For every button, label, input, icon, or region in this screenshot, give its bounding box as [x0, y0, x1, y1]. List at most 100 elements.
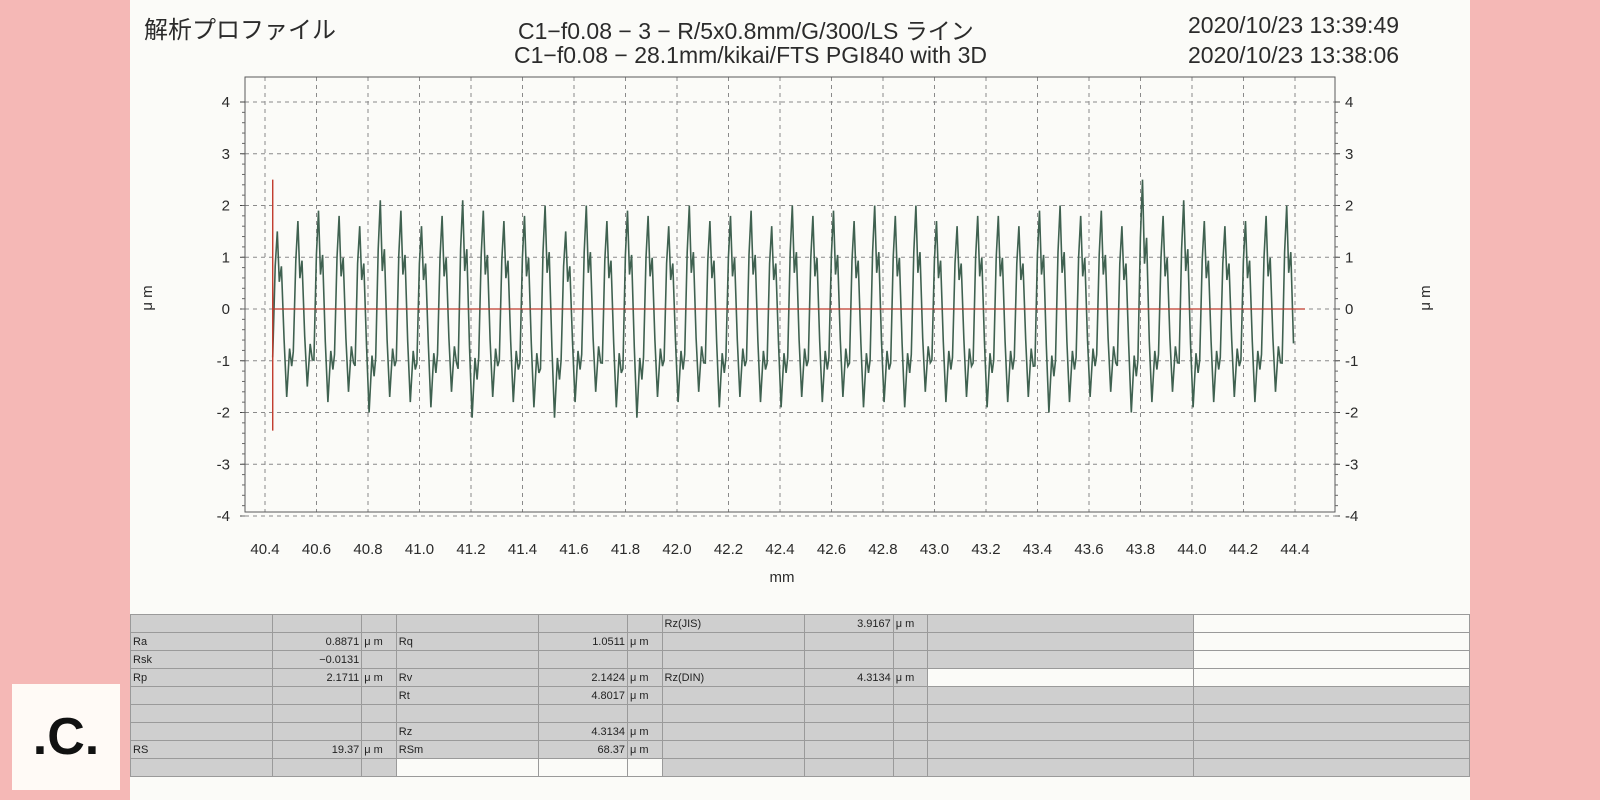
stats-cell: μ m [892, 614, 929, 633]
x-tick-label: 42.6 [817, 541, 846, 558]
x-tick-label: 43.8 [1126, 541, 1155, 558]
y-tick-label-left: 0 [222, 301, 230, 318]
stats-cell [803, 722, 894, 741]
stats-cell [927, 650, 1195, 669]
stats-cell [803, 758, 894, 777]
x-tick-label: 44.4 [1280, 541, 1309, 558]
stats-cell [395, 614, 539, 633]
y-tick-label-left: -1 [217, 353, 230, 370]
stats-cell [627, 650, 663, 669]
stats-cell: μ m [892, 668, 929, 687]
y-axis-label: μ m [139, 285, 156, 310]
stats-cell [927, 614, 1195, 633]
x-tick-label: 42.2 [714, 541, 743, 558]
stats-cell: 2.1424 [537, 668, 629, 687]
y-tick-label-left: -2 [217, 405, 230, 422]
stats-cell: RS [130, 740, 273, 759]
stats-cell [661, 686, 805, 705]
stats-cell [361, 650, 397, 669]
x-tick-label: 40.4 [250, 541, 279, 558]
stats-cell [927, 758, 1195, 777]
report-title: 解析プロファイル [144, 17, 336, 44]
stats-cell [361, 614, 397, 633]
x-tick-label: 41.2 [456, 541, 485, 558]
condition-line-1: C1−f0.08 − 3 − R/5x0.8mm/G/300/LS ライン [518, 18, 974, 44]
x-tick-label: 43.6 [1074, 541, 1103, 558]
y-tick-label-right: 3 [1345, 146, 1353, 163]
y-tick-label-left: -4 [217, 508, 230, 525]
stats-cell: μ m [361, 632, 397, 651]
stats-cell: μ m [627, 740, 663, 759]
stats-cell [271, 722, 363, 741]
stats-cell: Rt [395, 686, 539, 705]
stats-cell [661, 632, 805, 651]
stats-cell [892, 740, 929, 759]
stats-row: Rsk −0.0131 [130, 650, 1470, 669]
x-tick-label: 41.6 [559, 541, 588, 558]
stats-cell [130, 722, 273, 741]
y-tick-label-left: 2 [222, 198, 230, 215]
x-tick-label: 41.0 [405, 541, 434, 558]
stats-cell [1193, 632, 1470, 651]
stats-cell [130, 614, 273, 633]
stats-cell [661, 740, 805, 759]
stats-cell [661, 758, 805, 777]
stats-cell [1193, 668, 1470, 687]
stats-cell [1193, 614, 1470, 633]
y-tick-label-left: -3 [217, 456, 230, 473]
profile-chart: 40.4 40.6 40.8 41.0 41.2 41.4 41.6 41.8 42.0 42.2… [139, 76, 1434, 586]
stats-cell [892, 704, 929, 723]
stats-cell [395, 650, 539, 669]
stats-cell [892, 650, 929, 669]
stats-cell [627, 704, 663, 723]
x-tick-label: 43.2 [971, 541, 1000, 558]
timestamp-2: 2020/10/23 13:38:06 [1188, 42, 1400, 68]
stats-row: RS 19.37 μ m RSm 68.37 μ m [130, 740, 1470, 759]
stats-cell [130, 704, 273, 723]
stats-cell [361, 758, 397, 777]
x-tick-label: 40.6 [302, 541, 331, 558]
stats-cell: RSm [395, 740, 539, 759]
profile-trace [271, 179, 1295, 418]
stats-cell: Rp [130, 668, 273, 687]
stats-cell [395, 758, 539, 777]
corner-badge: .C. [12, 684, 120, 790]
stats-cell [892, 686, 929, 705]
stats-cell [271, 758, 363, 777]
condition-line-2: C1−f0.08 − 28.1mm/kikai/FTS PGI840 with … [514, 42, 987, 68]
stats-cell [271, 704, 363, 723]
stats-cell [927, 722, 1195, 741]
stats-cell [803, 650, 894, 669]
y-tick-label-right: 0 [1345, 301, 1353, 318]
x-tick-label: 42.0 [662, 541, 691, 558]
stats-cell [927, 686, 1195, 705]
stats-cell: Rz(JIS) [661, 614, 805, 633]
stats-cell: μ m [627, 668, 663, 687]
report-header: 解析プロファイル C1−f0.08 − 3 − R/5x0.8mm/G/300/… [130, 0, 1470, 80]
stats-cell: μ m [627, 632, 663, 651]
stats-row [130, 704, 1470, 723]
stats-cell [803, 704, 894, 723]
stats-cell: Rsk [130, 650, 273, 669]
stats-cell [661, 650, 805, 669]
stats-cell [1193, 650, 1470, 669]
timestamp-1: 2020/10/23 13:39:49 [1188, 12, 1400, 38]
stats-cell [361, 686, 397, 705]
stats-cell [1193, 704, 1470, 723]
stats-cell: μ m [627, 686, 663, 705]
stats-cell: μ m [627, 722, 663, 741]
y-tick-labels: 4 4 3 3 2 2 1 1 0 0 -1 -1 -2 -2 -3 -3 -4 -4 [217, 94, 1359, 525]
stats-cell [1193, 740, 1470, 759]
stats-cell [1193, 722, 1470, 741]
stats-cell [627, 614, 663, 633]
y-tick-label-left: 4 [222, 94, 230, 111]
x-tick-label: 40.8 [353, 541, 382, 558]
stats-cell [892, 632, 929, 651]
stats-cell: μ m [361, 740, 397, 759]
chart-grid [245, 77, 1335, 517]
profile-line [271, 179, 1295, 418]
plot-frame [244, 76, 1336, 513]
x-tick-label: 42.4 [765, 541, 794, 558]
stats-cell: 2.1711 [271, 668, 363, 687]
stats-row [130, 758, 1470, 777]
